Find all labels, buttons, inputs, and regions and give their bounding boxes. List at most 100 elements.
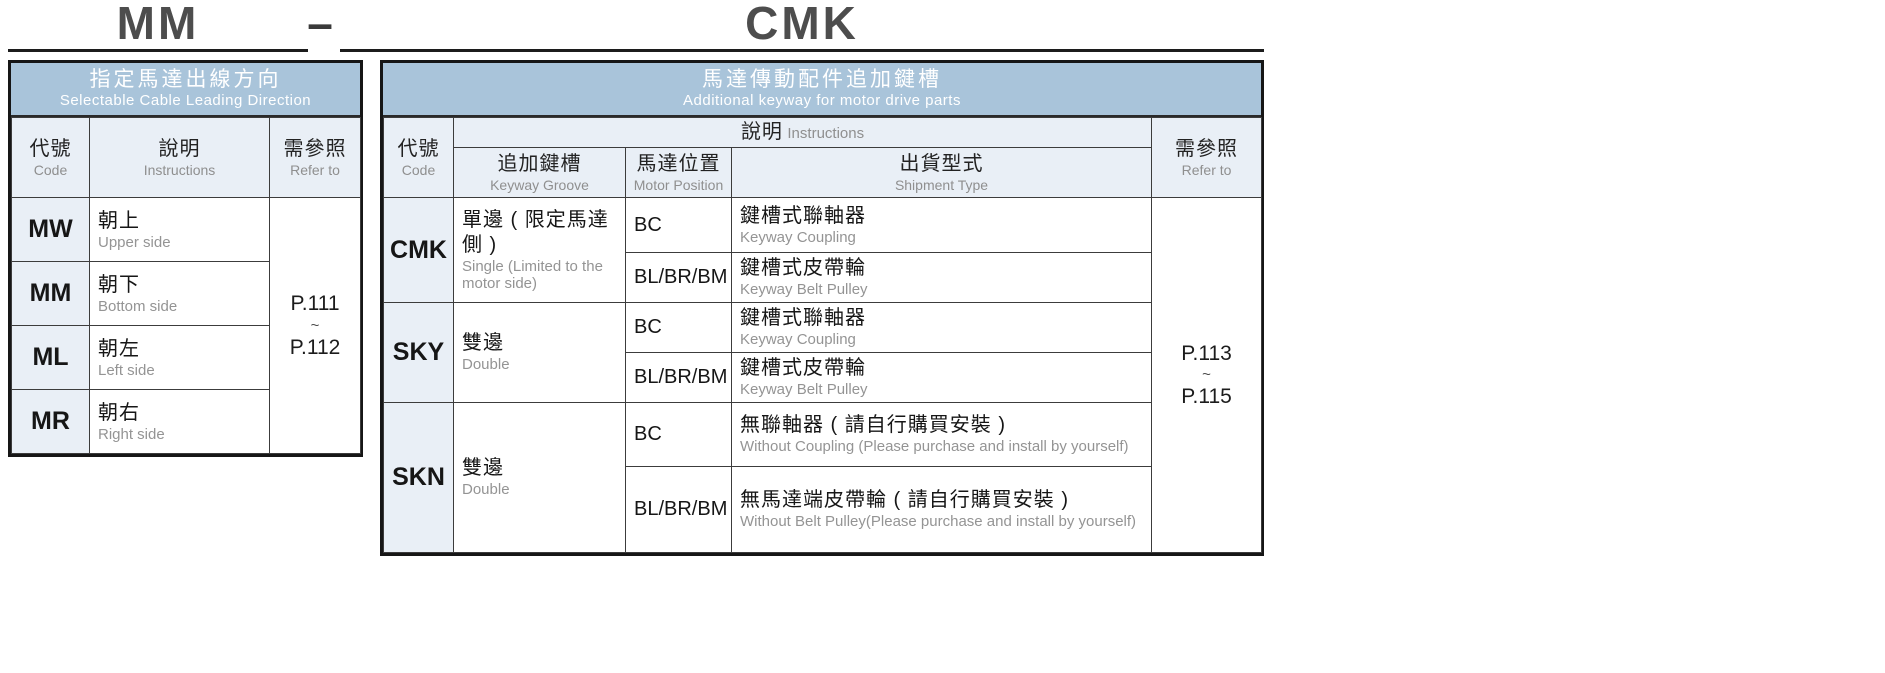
keyway-en: Single (Limited to the motor side) [462, 257, 603, 293]
banner-title-zh: 馬達傳動配件追加鍵槽 [702, 68, 942, 91]
keyway-table: 馬達傳動配件追加鍵槽 Additional keyway for motor d… [380, 60, 1264, 556]
banner-title-zh: 指定馬達出線方向 [89, 68, 282, 91]
instruction-en: Upper side [98, 233, 171, 251]
column-header-row: 代號 Code 說明 Instructions 需參照 Refer to [11, 117, 361, 199]
table-row: MW 朝上 Upper side P.111 ~ P.112 [11, 197, 361, 455]
refer-header-en: Refer to [1181, 162, 1232, 179]
cable-direction-table: 指定馬達出線方向 Selectable Cable Leading Direct… [8, 60, 363, 458]
shipment-en: Keyway Coupling [740, 229, 856, 247]
keyway-zh: 單邊 ( 限定馬達側 ) [462, 208, 609, 256]
table-row: MR 朝右 Right side [11, 389, 361, 455]
code-cell: MR [11, 389, 90, 455]
banner-title-en: Selectable Cable Leading Direction [59, 92, 312, 110]
shipment-zh: 鍵槽式聯軸器 [740, 205, 866, 228]
instructions-cell: 朝右 Right side [89, 389, 270, 455]
keyway-groove-cell: 雙邊 Double [453, 301, 626, 403]
left-model-code-title: MM [116, 0, 200, 49]
refer-header-zh: 需參照 [1175, 138, 1239, 161]
shipment-type-cell: 鍵槽式聯軸器 Keyway Coupling [730, 301, 1153, 353]
shipment-type-column-header: 出貨型式 Shipment Type [730, 147, 1153, 199]
keyway-groove-cell: 單邊 ( 限定馬達側 ) Single (Limited to the moto… [453, 197, 626, 303]
motor-position-column-header: 馬達位置 Motor Position [625, 147, 732, 199]
instruction-zh: 朝上 [98, 209, 140, 232]
instruction-en: Right side [98, 425, 165, 443]
column-header-row: 代號 Code 說明 Instructions 需參照 Refer to [383, 117, 1263, 199]
code-cell: ML [11, 325, 90, 391]
instructions-cell: 朝左 Left side [89, 325, 270, 391]
keyway-table-banner: 馬達傳動配件追加鍵槽 Additional keyway for motor d… [383, 63, 1261, 118]
motor-position-cell: BC [625, 301, 732, 353]
table-row: SKY 雙邊 Double BC 鍵槽式聯軸器 Keyway Coupling [383, 301, 1262, 403]
keyway-zh: 雙邊 [462, 457, 504, 480]
shipment-type-cell: 無馬達端皮帶輪 ( 請自行購買安裝 ) Without Belt Pulley(… [730, 465, 1153, 553]
shipment-header-zh: 出貨型式 [899, 153, 984, 176]
shipment-type-cell: 無聯軸器 ( 請自行購買安裝 ) Without Coupling (Pleas… [730, 401, 1153, 467]
instruction-zh: 朝右 [98, 401, 140, 424]
shipment-type-cell: 鍵槽式聯軸器 Keyway Coupling [730, 197, 1153, 254]
shipment-en: Keyway Coupling [740, 331, 856, 349]
shipment-zh: 無聯軸器 ( 請自行購買安裝 ) [740, 414, 1006, 437]
shipment-zh: 無馬達端皮帶輪 ( 請自行購買安裝 ) [740, 489, 1069, 512]
instructions-header-en: Instructions [787, 125, 865, 143]
refer-column-header: 需參照 Refer to [1151, 117, 1263, 199]
keyway-header-zh: 追加鍵槽 [497, 153, 582, 176]
right-title-underline [340, 49, 1264, 52]
motor-position-cell: BL/BR/BM [625, 351, 732, 403]
code-cell: SKN [383, 401, 454, 553]
code-header-zh: 代號 [397, 138, 440, 161]
keyway-grid: 代號 Code 說明 Instructions 需參照 Refer to 追加鍵… [383, 117, 1263, 553]
table-row: BL/BR/BM 無馬達端皮帶輪 ( 請自行購買安裝 ) Without Bel… [384, 465, 1262, 553]
cable-direction-table-banner: 指定馬達出線方向 Selectable Cable Leading Direct… [11, 63, 360, 118]
refer-pages-cell: P.113 ~ P.115 [1151, 197, 1263, 553]
code-cell: MM [11, 261, 90, 327]
refer-header-en: Refer to [290, 162, 340, 179]
motor-position-cell: BC [625, 197, 732, 254]
code-cell: MW [11, 197, 90, 263]
motor-position-cell: BC [625, 401, 732, 467]
code-header-en: Code [401, 162, 436, 179]
table-row: SKN 雙邊 Double BC 無聯軸器 ( 請自行購買安裝 ) Withou… [383, 401, 1262, 553]
shipment-header-en: Shipment Type [894, 177, 989, 194]
refer-tilde: ~ [310, 316, 320, 334]
refer-page-to: P.115 [1181, 385, 1232, 409]
instructions-cell: 朝上 Upper side [89, 197, 270, 263]
keyway-zh: 雙邊 [462, 332, 504, 355]
position-header-zh: 馬達位置 [636, 153, 721, 176]
code-column-header: 代號 Code [11, 117, 90, 199]
shipment-zh: 鍵槽式皮帶輪 [740, 257, 866, 280]
refer-tilde: ~ [1202, 365, 1211, 383]
refer-pages-cell: P.111 ~ P.112 [269, 197, 361, 455]
refer-page-to: P.112 [289, 336, 341, 360]
table-row: ML 朝左 Left side [11, 325, 361, 391]
keyway-en: Double [462, 356, 510, 374]
shipment-zh: 鍵槽式聯軸器 [740, 307, 866, 330]
cable-direction-grid: 代號 Code 說明 Instructions 需參照 Refer to MW [11, 117, 361, 455]
refer-header-zh: 需參照 [283, 138, 347, 161]
keyway-en: Double [462, 481, 510, 499]
instructions-header-en: Instructions [143, 162, 216, 179]
shipment-zh: 鍵槽式皮帶輪 [740, 357, 866, 380]
shipment-type-cell: 鍵槽式皮帶輪 Keyway Belt Pulley [730, 252, 1153, 303]
refer-page-from: P.113 [1181, 341, 1232, 365]
shipment-en: Without Belt Pulley(Please purchase and … [740, 513, 1137, 531]
shipment-en: Without Coupling (Please purchase and in… [740, 438, 1129, 456]
instruction-zh: 朝下 [98, 273, 140, 296]
code-cell: SKY [383, 301, 454, 403]
instructions-cell: 朝下 Bottom side [89, 261, 270, 327]
title-separator-dash: – [307, 0, 333, 49]
shipment-en: Keyway Belt Pulley [740, 281, 868, 299]
banner-title-en: Additional keyway for motor drive parts [683, 92, 961, 110]
instruction-zh: 朝左 [98, 337, 140, 360]
position-header-en: Motor Position [633, 177, 724, 194]
table-row: CMK 單邊 ( 限定馬達側 ) Single (Limited to the … [383, 197, 1263, 553]
refer-page-from: P.111 [290, 292, 340, 316]
instructions-group-header: 說明 Instructions [452, 117, 1153, 149]
instruction-en: Bottom side [98, 297, 178, 315]
instructions-header-zh: 說明 [740, 121, 783, 144]
instructions-header-zh: 說明 [158, 138, 201, 161]
keyway-header-en: Keyway Groove [490, 177, 589, 194]
code-column-header: 代號 Code [383, 117, 454, 199]
shipment-en: Keyway Belt Pulley [740, 381, 868, 399]
instructions-column-header: 說明 Instructions [89, 117, 270, 199]
